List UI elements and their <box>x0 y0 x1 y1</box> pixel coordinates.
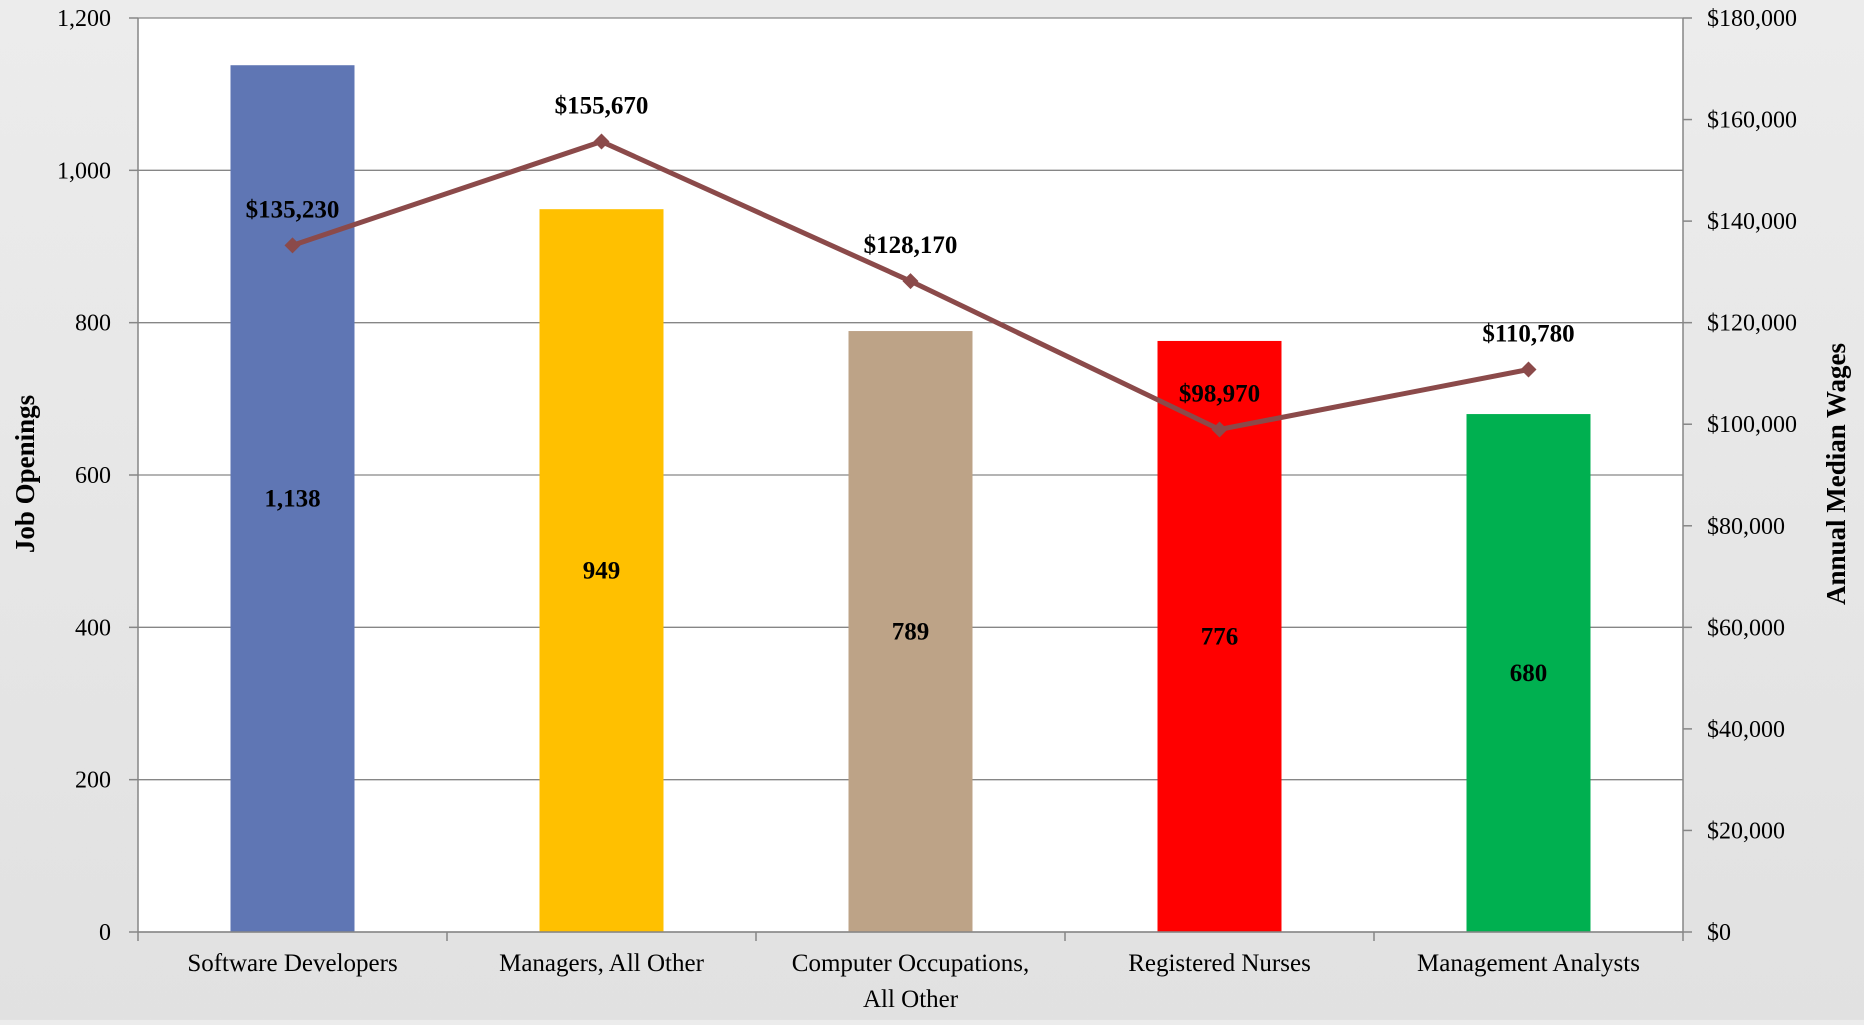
bar <box>539 209 664 932</box>
bar-data-label: 789 <box>892 619 930 646</box>
y-tick-label: 0 <box>99 920 111 946</box>
y2-tick-label: $120,000 <box>1707 311 1797 337</box>
wage-marker <box>1520 361 1537 378</box>
wage-data-label: $155,670 <box>555 93 649 120</box>
wage-marker <box>593 133 610 150</box>
y2-tick-label: $20,000 <box>1707 818 1785 844</box>
x-tick-label: All Other <box>863 986 959 1013</box>
x-tick-label: Computer Occupations, <box>792 950 1029 977</box>
bar-data-label: 1,138 <box>264 486 320 513</box>
axes: 0 200 400 600 800 1,000 1,200 $0 $20,000 $40,000 $… <box>57 6 1797 1013</box>
y2-tick-label: $60,000 <box>1707 615 1785 641</box>
x-tick-label: Software Developers <box>187 950 397 977</box>
y2-tick-label: $180,000 <box>1707 6 1797 32</box>
wage-data-label: $135,230 <box>246 196 340 223</box>
y2-tick-label: $0 <box>1707 920 1731 946</box>
y-tick-label: 200 <box>75 768 111 794</box>
y-axis-title: Job Openings <box>10 395 40 553</box>
bar-data-label: 949 <box>583 558 621 585</box>
bar <box>230 65 355 933</box>
wage-data-label: $98,970 <box>1179 380 1260 407</box>
y2-tick-label: $140,000 <box>1707 209 1797 235</box>
y2-tick-label: $40,000 <box>1707 717 1785 743</box>
y-tick-label: 600 <box>75 463 111 489</box>
bar <box>1157 340 1282 932</box>
y2-tick-label: $160,000 <box>1707 108 1797 134</box>
line-series <box>284 133 1537 438</box>
data-labels: 1,138 949 789 776 680 $135,230 $155,670 $128,17… <box>246 93 1575 687</box>
x-tick-label: Management Analysts <box>1417 950 1640 977</box>
wage-data-label: $110,780 <box>1482 320 1574 347</box>
y-tick-label: 800 <box>75 311 111 337</box>
wage-marker <box>284 237 301 254</box>
y2-tick-label: $80,000 <box>1707 514 1785 540</box>
bar-series <box>230 65 1591 933</box>
bar-data-label: 776 <box>1201 623 1239 650</box>
bar <box>848 331 973 932</box>
y-tick-label: 1,200 <box>57 6 111 32</box>
x-tick-label: Registered Nurses <box>1128 950 1311 977</box>
x-tick-label: Managers, All Other <box>499 950 704 977</box>
wage-marker <box>902 273 919 290</box>
y-tick-label: 400 <box>75 615 111 641</box>
y2-axis-title: Annual Median Wages <box>1821 343 1851 605</box>
y-tick-label: 1,000 <box>57 158 111 184</box>
y2-tick-label: $100,000 <box>1707 412 1797 438</box>
bar <box>1466 414 1591 933</box>
wage-marker <box>1211 421 1228 438</box>
wage-data-label: $128,170 <box>864 232 958 259</box>
bar-data-label: 680 <box>1510 660 1548 687</box>
